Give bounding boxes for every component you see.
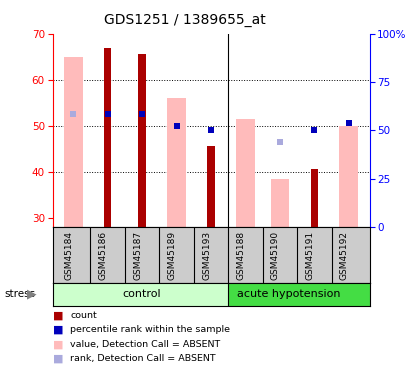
Text: GSM45187: GSM45187 — [133, 231, 142, 280]
Bar — [167, 98, 186, 227]
Text: percentile rank within the sample: percentile rank within the sample — [70, 326, 230, 334]
Text: control: control — [123, 290, 161, 299]
Text: GSM45190: GSM45190 — [271, 231, 280, 280]
Text: GSM45184: GSM45184 — [64, 231, 73, 280]
Text: GSM45192: GSM45192 — [340, 231, 349, 280]
Bar — [236, 119, 255, 227]
Text: ▶: ▶ — [27, 288, 36, 301]
Text: GSM45191: GSM45191 — [305, 231, 315, 280]
Bar — [104, 48, 111, 227]
Text: acute hypotension: acute hypotension — [237, 290, 340, 299]
Text: value, Detection Call = ABSENT: value, Detection Call = ABSENT — [70, 340, 220, 349]
Text: GSM45186: GSM45186 — [99, 231, 108, 280]
Text: ■: ■ — [52, 311, 63, 321]
Text: count: count — [70, 311, 97, 320]
Bar — [207, 146, 215, 227]
Text: ■: ■ — [52, 354, 63, 363]
Text: GDS1251 / 1389655_at: GDS1251 / 1389655_at — [104, 13, 266, 27]
Bar — [339, 126, 358, 227]
Bar — [138, 54, 146, 227]
Text: rank, Detection Call = ABSENT: rank, Detection Call = ABSENT — [70, 354, 216, 363]
Bar — [311, 170, 318, 227]
Bar — [270, 178, 289, 227]
Bar — [64, 57, 83, 227]
Text: GSM45188: GSM45188 — [236, 231, 246, 280]
Text: ■: ■ — [52, 325, 63, 335]
Text: GSM45193: GSM45193 — [202, 231, 211, 280]
Text: GSM45189: GSM45189 — [168, 231, 176, 280]
Text: stress: stress — [4, 290, 35, 299]
Text: ■: ■ — [52, 339, 63, 349]
Bar — [52, 283, 228, 306]
